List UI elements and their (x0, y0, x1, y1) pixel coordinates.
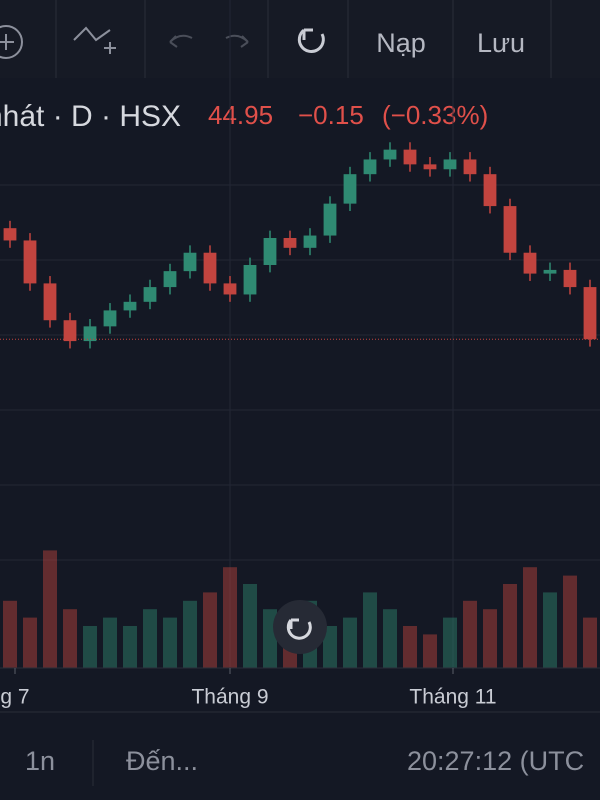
candle-body (83, 326, 97, 342)
candle-body (263, 238, 277, 265)
volume-bar (583, 617, 597, 668)
candle-body (223, 283, 237, 295)
volume-bar (203, 592, 217, 668)
candle-body (543, 269, 557, 274)
volume-bar (343, 617, 357, 668)
candle-body (443, 159, 457, 170)
candle-body (163, 271, 177, 288)
volume-bar (503, 584, 517, 668)
candle-body (183, 252, 197, 272)
x-tick-label: Tháng 11 (409, 686, 496, 709)
volume-bar (563, 575, 577, 668)
volume-bar (223, 567, 237, 668)
volume-bar (163, 617, 177, 668)
volume-bar (403, 626, 417, 668)
volume-bar (123, 626, 137, 668)
volume-bar (43, 550, 57, 668)
candle-body (403, 149, 417, 165)
bottom-bar: 1n Đến... 20:27:12 (UTC (0, 711, 600, 800)
volume-bar (323, 626, 337, 668)
candle-body (523, 252, 537, 274)
x-tick-label: Tháng 9 (191, 686, 268, 709)
goto-button[interactable]: Đến... (126, 746, 198, 776)
volume-bar (383, 609, 397, 668)
volume-bar (423, 634, 437, 668)
candle-body (583, 287, 597, 340)
candle-body (243, 265, 257, 295)
candle-body (63, 320, 77, 342)
volume-bar (103, 617, 117, 668)
undo-icon[interactable] (169, 34, 193, 48)
candle-body (423, 164, 437, 170)
reload-icon[interactable] (297, 28, 325, 53)
candle-body (563, 269, 577, 288)
save-button[interactable]: Lưu (477, 28, 525, 58)
volume-bar (63, 609, 77, 668)
volume-bar (443, 617, 457, 668)
grid (0, 0, 600, 668)
candle-body (3, 228, 17, 241)
volume-bar (463, 600, 477, 668)
range-button[interactable]: 1n (25, 746, 55, 776)
clock: 20:27:12 (UTC (407, 746, 584, 776)
candle-body (363, 159, 377, 175)
volume-bar (523, 567, 537, 668)
candle-body (323, 203, 337, 236)
reset-icon (286, 618, 312, 640)
volume-bar (143, 609, 157, 668)
volume-bar (243, 584, 257, 668)
add-icon[interactable] (0, 25, 23, 59)
x-tick-label: g 7 (0, 686, 29, 709)
candle-body (303, 235, 317, 248)
candle-body (43, 283, 57, 321)
reset-button[interactable] (273, 600, 327, 654)
candle-body (483, 174, 497, 207)
redo-icon[interactable] (225, 34, 249, 48)
volume-bar (83, 626, 97, 668)
price-change-percent: (−0.33%) (382, 100, 488, 130)
volume-bar (363, 592, 377, 668)
toolbar: Nạp Lưu (0, 0, 600, 78)
candle-body (123, 301, 137, 311)
load-button[interactable]: Nạp (376, 28, 426, 58)
volume-bar (3, 600, 17, 668)
add-icon-plus (0, 34, 14, 50)
price-change: −0.15 (298, 100, 364, 130)
volume-bar (543, 592, 557, 668)
last-price: 44.95 (208, 100, 273, 130)
volume-bar (23, 617, 37, 668)
candle-body (463, 159, 477, 175)
symbol-label: nhát · D · HSX (0, 100, 181, 133)
candle-body (503, 206, 517, 253)
indicator-icon[interactable] (73, 26, 116, 54)
candle-body (383, 149, 397, 160)
candle-body (283, 238, 297, 248)
candle-body (23, 240, 37, 284)
x-axis: g 7 Tháng 9 Tháng 11 (0, 668, 497, 709)
candle-body (203, 252, 217, 284)
candle-body (343, 174, 357, 204)
candle-body (103, 310, 117, 327)
volume-bar (183, 600, 197, 668)
bottom-bar-bg (0, 712, 600, 800)
candle-body (143, 287, 157, 302)
volume-bar (483, 609, 497, 668)
